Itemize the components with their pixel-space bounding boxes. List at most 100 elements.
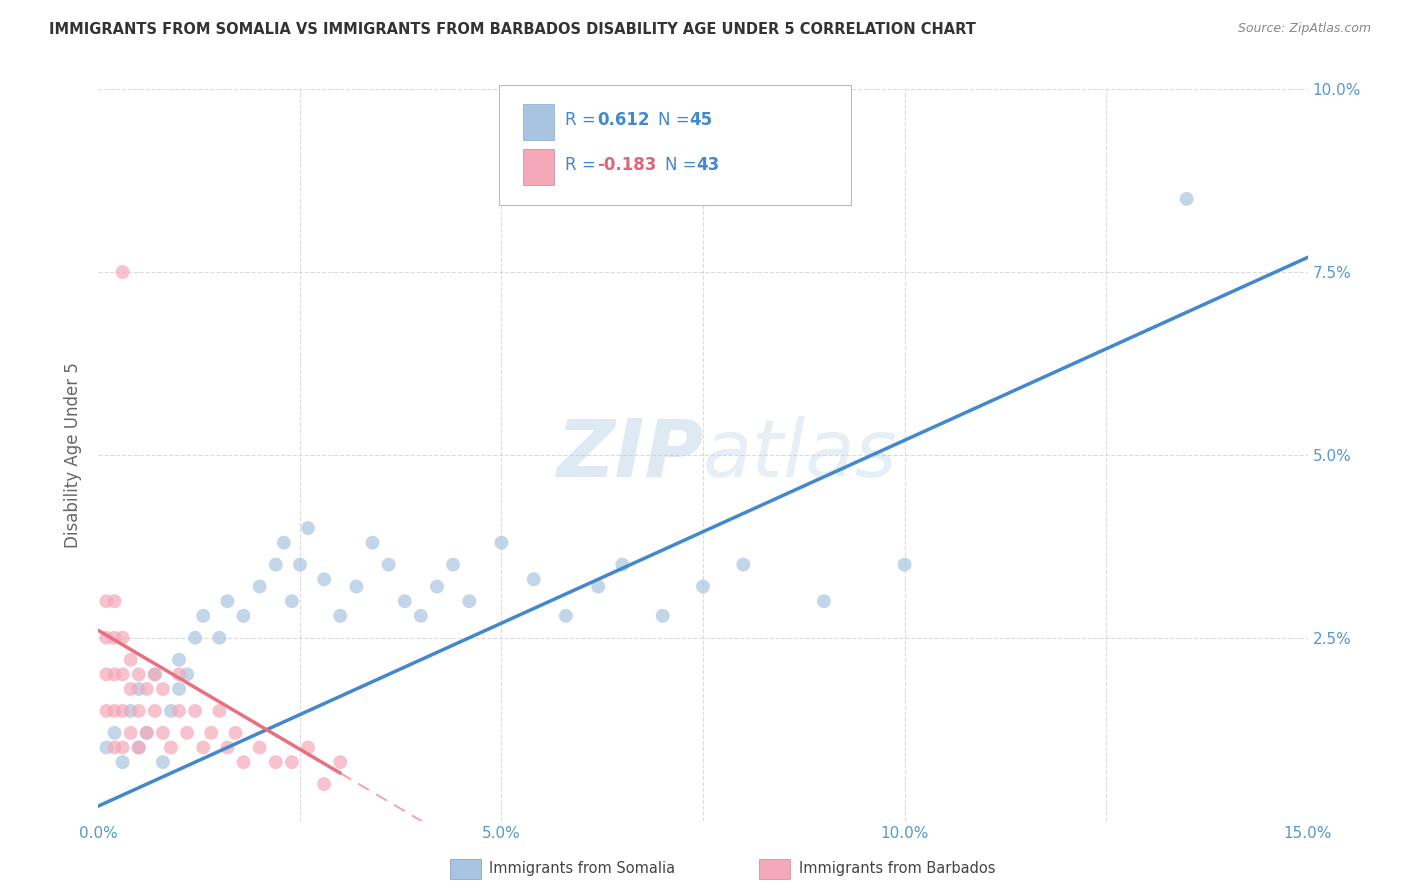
Point: [96, 740, 118, 755]
Point: [96, 667, 118, 681]
Point: [217, 594, 239, 608]
Point: [249, 580, 271, 594]
Point: [120, 726, 142, 740]
Text: Immigrants from Barbados: Immigrants from Barbados: [799, 862, 995, 876]
Point: [281, 594, 304, 608]
Point: [103, 704, 125, 718]
Text: 0.612: 0.612: [598, 112, 650, 129]
Point: [167, 681, 190, 696]
Point: [128, 704, 150, 718]
Point: [111, 704, 134, 718]
Point: [297, 521, 319, 535]
Point: [143, 667, 166, 681]
Point: [167, 653, 190, 667]
Point: [143, 704, 166, 718]
Point: [329, 608, 352, 623]
Point: [184, 631, 207, 645]
Point: [329, 755, 352, 769]
Point: [120, 681, 142, 696]
Point: [249, 740, 271, 755]
Point: [232, 755, 254, 769]
Text: R =: R =: [565, 156, 602, 174]
Point: [96, 594, 118, 608]
Point: [232, 608, 254, 623]
Point: [273, 535, 295, 549]
Point: [217, 740, 239, 755]
Point: [111, 631, 134, 645]
Text: atlas: atlas: [703, 416, 898, 494]
Point: [264, 558, 287, 572]
Point: [208, 704, 231, 718]
Text: 45: 45: [689, 112, 711, 129]
Point: [167, 704, 190, 718]
Point: [103, 631, 125, 645]
Point: [111, 667, 134, 681]
Point: [394, 594, 416, 608]
Point: [426, 580, 449, 594]
Text: Source: ZipAtlas.com: Source: ZipAtlas.com: [1237, 22, 1371, 36]
Point: [128, 740, 150, 755]
Point: [135, 726, 157, 740]
Point: [111, 755, 134, 769]
Point: [167, 667, 190, 681]
Point: [491, 535, 513, 549]
Point: [523, 572, 546, 586]
Text: Immigrants from Somalia: Immigrants from Somalia: [489, 862, 675, 876]
Point: [160, 704, 183, 718]
Text: R =: R =: [565, 112, 602, 129]
Point: [128, 667, 150, 681]
Point: [458, 594, 481, 608]
Point: [314, 777, 336, 791]
Point: [193, 608, 215, 623]
Point: [103, 740, 125, 755]
Point: [586, 580, 609, 594]
Point: [152, 726, 174, 740]
Point: [135, 681, 157, 696]
Point: [96, 631, 118, 645]
Point: [224, 726, 246, 740]
Point: [111, 740, 134, 755]
Point: [103, 667, 125, 681]
Point: [733, 558, 755, 572]
Point: [208, 631, 231, 645]
Point: [314, 572, 336, 586]
Text: 43: 43: [696, 156, 720, 174]
Point: [193, 740, 215, 755]
Point: [152, 681, 174, 696]
Point: [103, 726, 125, 740]
Point: [813, 594, 835, 608]
Point: [361, 535, 384, 549]
Point: [893, 558, 915, 572]
Point: [184, 704, 207, 718]
Point: [111, 265, 134, 279]
Point: [120, 653, 142, 667]
Text: IMMIGRANTS FROM SOMALIA VS IMMIGRANTS FROM BARBADOS DISABILITY AGE UNDER 5 CORRE: IMMIGRANTS FROM SOMALIA VS IMMIGRANTS FR…: [49, 22, 976, 37]
Point: [281, 755, 304, 769]
Point: [103, 594, 125, 608]
Point: [264, 755, 287, 769]
Point: [128, 681, 150, 696]
Point: [297, 740, 319, 755]
Text: N =: N =: [665, 156, 702, 174]
Point: [651, 608, 673, 623]
Point: [120, 704, 142, 718]
Point: [344, 580, 367, 594]
Text: N =: N =: [658, 112, 695, 129]
Point: [409, 608, 432, 623]
Point: [441, 558, 464, 572]
Point: [1175, 192, 1198, 206]
Point: [612, 558, 634, 572]
Text: -0.183: -0.183: [598, 156, 657, 174]
Point: [135, 726, 157, 740]
Point: [176, 667, 198, 681]
Point: [288, 558, 311, 572]
Point: [377, 558, 399, 572]
Point: [200, 726, 222, 740]
Point: [143, 667, 166, 681]
Point: [160, 740, 183, 755]
Point: [176, 726, 198, 740]
Point: [555, 608, 578, 623]
Y-axis label: Disability Age Under 5: Disability Age Under 5: [65, 362, 83, 548]
Point: [152, 755, 174, 769]
Point: [692, 580, 714, 594]
